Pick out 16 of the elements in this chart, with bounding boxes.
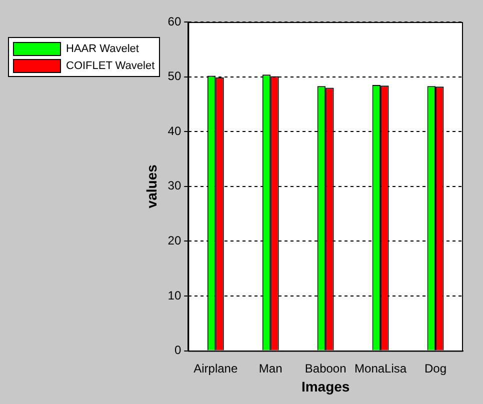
y-axis-title: values [143,164,160,208]
y-tick-label: 0 [174,343,182,358]
y-tick-label: 40 [168,124,182,138]
x-tick-label: MonaLisa [354,361,407,376]
x-tick-label: Dog [424,361,447,376]
x-tick-label: Man [258,361,282,376]
legend-label: HAAR Wavelet [66,42,139,54]
y-tick-label: 50 [168,69,182,84]
y-tick-label: 10 [168,288,182,302]
x-axis-title: Images [301,378,350,394]
y-tick-label: 60 [168,14,182,28]
y-tick-label: 30 [168,178,182,193]
y-tick-label: 20 [168,234,182,248]
x-tick-label: Airplane [194,361,238,376]
x-tick-label: Baboon [304,361,346,376]
legend-label: COIFLET Wavelet [66,60,155,72]
